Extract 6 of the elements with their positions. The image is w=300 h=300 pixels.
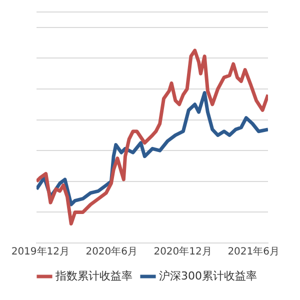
x-tick-label: 2019年12月 [11,246,70,258]
legend-label: 沪深300累计收益率 [159,269,257,282]
x-tick-label: 2020年12月 [154,246,212,258]
x-tick-label: 2020年6月 [86,246,138,258]
x-tick-label: 2021年6月 [228,246,280,258]
legend-label: 指数累计收益率 [54,269,132,282]
